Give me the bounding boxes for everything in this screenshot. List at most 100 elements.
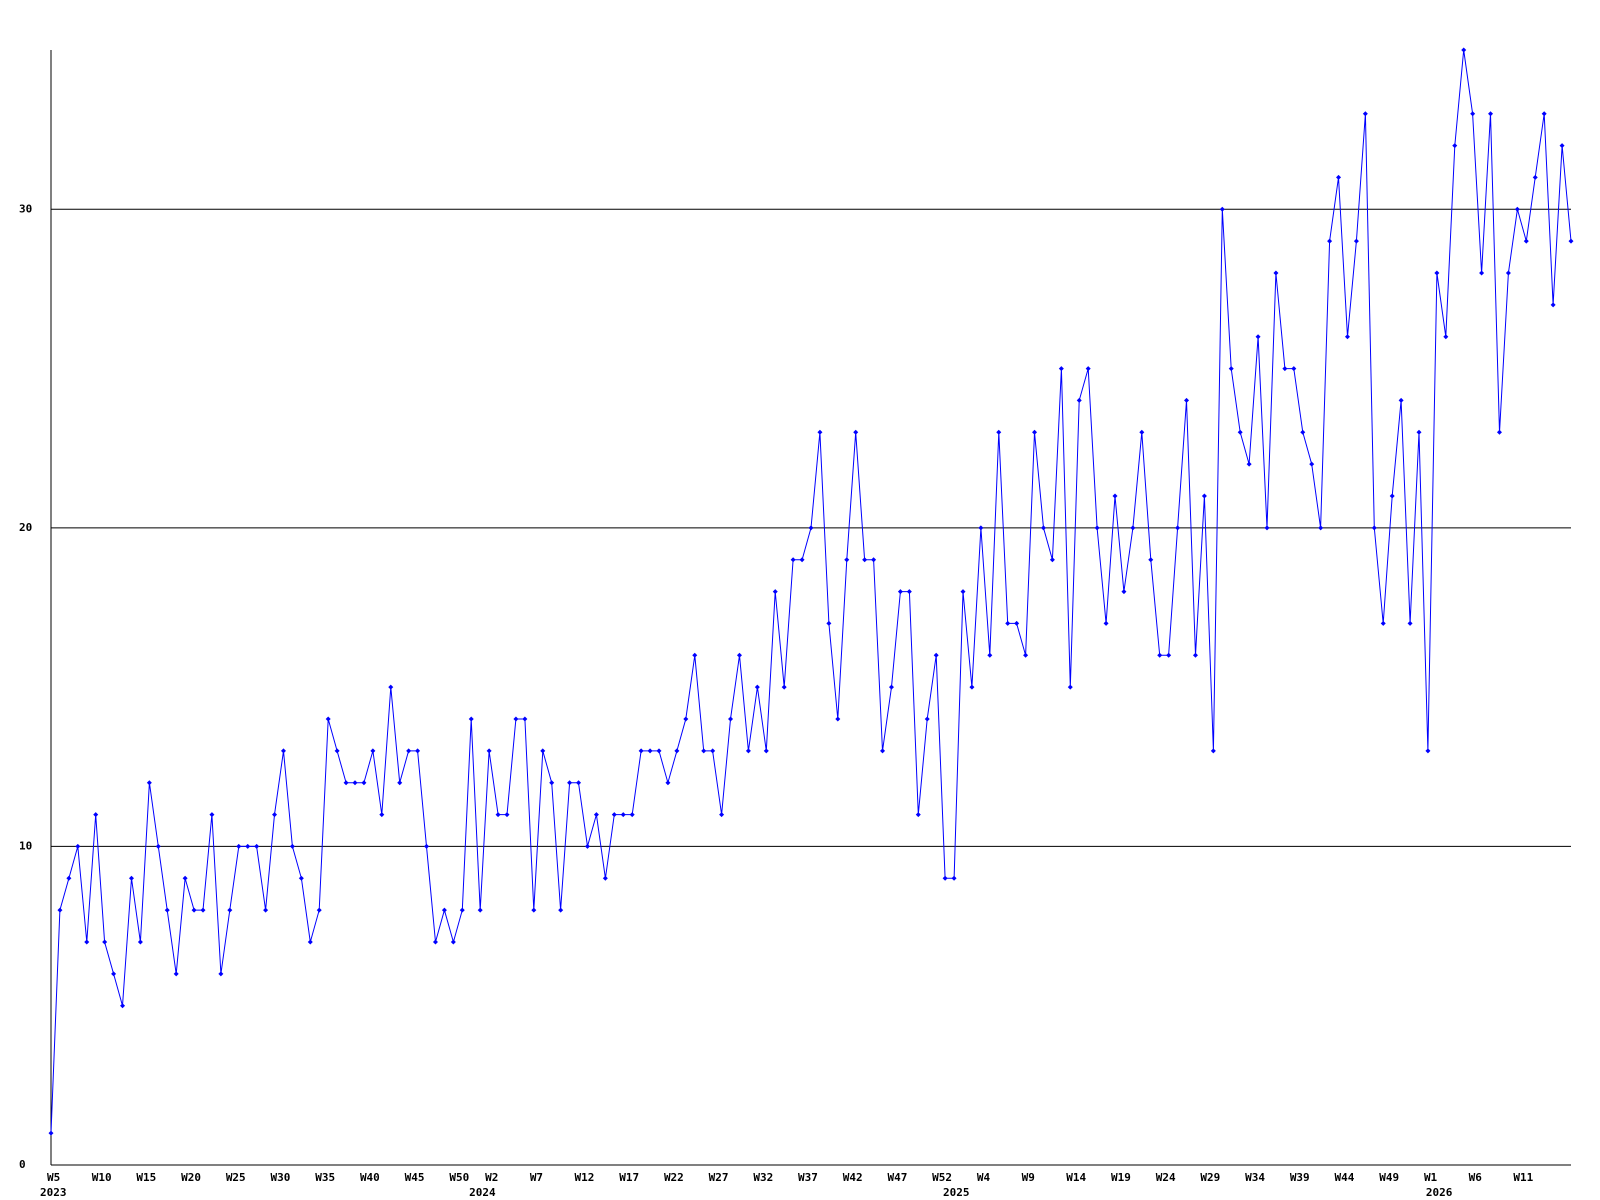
x-tick-label: W44 [1335,1171,1355,1184]
data-point [862,557,868,563]
data-point [1032,429,1038,435]
data-point [200,907,206,913]
data-point [307,939,313,945]
data-point [915,812,921,818]
data-point [719,812,725,818]
data-point [1273,270,1279,276]
x-tick-label: W39 [1290,1171,1310,1184]
data-point [692,652,698,658]
x-tick-label: W29 [1200,1171,1220,1184]
data-point [388,684,394,690]
data-point [173,971,179,977]
data-point [567,780,573,786]
data-point [647,748,653,754]
data-point [1496,429,1502,435]
data-point [1166,652,1172,658]
data-point [289,843,295,849]
data-point [736,652,742,658]
data-point [1398,397,1404,403]
data-point [468,716,474,722]
data-point [495,812,501,818]
data-point [754,684,760,690]
data-point [1425,748,1431,754]
y-tick-label: 30 [19,202,32,215]
data-point [1228,366,1234,372]
data-point [549,780,555,786]
data-point [1568,238,1574,244]
data-point [620,812,626,818]
data-point [397,780,403,786]
x-tick-label: W37 [798,1171,818,1184]
x-year-label: 2026 [1426,1186,1453,1199]
data-point [960,589,966,595]
data-point [1014,620,1020,626]
data-point [1139,429,1145,435]
x-tick-label: W9 [1022,1171,1035,1184]
data-point [558,907,564,913]
data-point [799,557,805,563]
data-point [1005,620,1011,626]
data-point [84,939,90,945]
data-point [1067,684,1073,690]
x-tick-label: W5 [47,1171,60,1184]
data-point [504,812,510,818]
data-point [191,907,197,913]
data-point [978,525,984,531]
data-point [781,684,787,690]
data-point [1246,461,1252,467]
data-point [1318,525,1324,531]
y-tick-label: 10 [19,839,32,852]
data-point [146,780,152,786]
data-point [1505,270,1511,276]
x-tick-label: W15 [136,1171,156,1184]
x-tick-label: W42 [843,1171,863,1184]
data-point [1488,111,1494,117]
data-point [1461,47,1467,53]
data-point [1344,334,1350,340]
x-tick-label: W10 [92,1171,112,1184]
data-point [182,875,188,881]
x-year-label: 2025 [943,1186,970,1199]
data-point [763,748,769,754]
data-point [576,780,582,786]
data-point [298,875,304,881]
data-point [611,812,617,818]
data-point [1479,270,1485,276]
data-point [406,748,412,754]
data-point [1336,174,1342,180]
data-point [1076,397,1082,403]
data-point [1452,143,1458,149]
data-point [629,812,635,818]
data-point [227,907,233,913]
data-point [1121,589,1127,595]
data-point [522,716,528,722]
data-point [280,748,286,754]
data-point [75,843,81,849]
data-point [1112,493,1118,499]
data-point [272,812,278,818]
data-point [316,907,322,913]
x-tick-label: W25 [226,1171,246,1184]
data-point [665,780,671,786]
data-point [1040,525,1046,531]
data-point [164,907,170,913]
data-point [817,429,823,435]
data-point [808,525,814,531]
data-point [593,812,599,818]
data-point [111,971,117,977]
data-point [1130,525,1136,531]
data-point [1362,111,1368,117]
x-tick-label: W30 [271,1171,291,1184]
data-line [50,49,1572,1134]
x-tick-label: W12 [575,1171,595,1184]
data-point [745,748,751,754]
x-year-label: 2024 [469,1186,496,1199]
data-point [942,875,948,881]
data-point [584,843,590,849]
data-point [728,716,734,722]
data-point [334,748,340,754]
data-point [218,971,224,977]
data-point [1201,493,1207,499]
data-point [638,748,644,754]
x-tick-label: W2 [485,1171,498,1184]
